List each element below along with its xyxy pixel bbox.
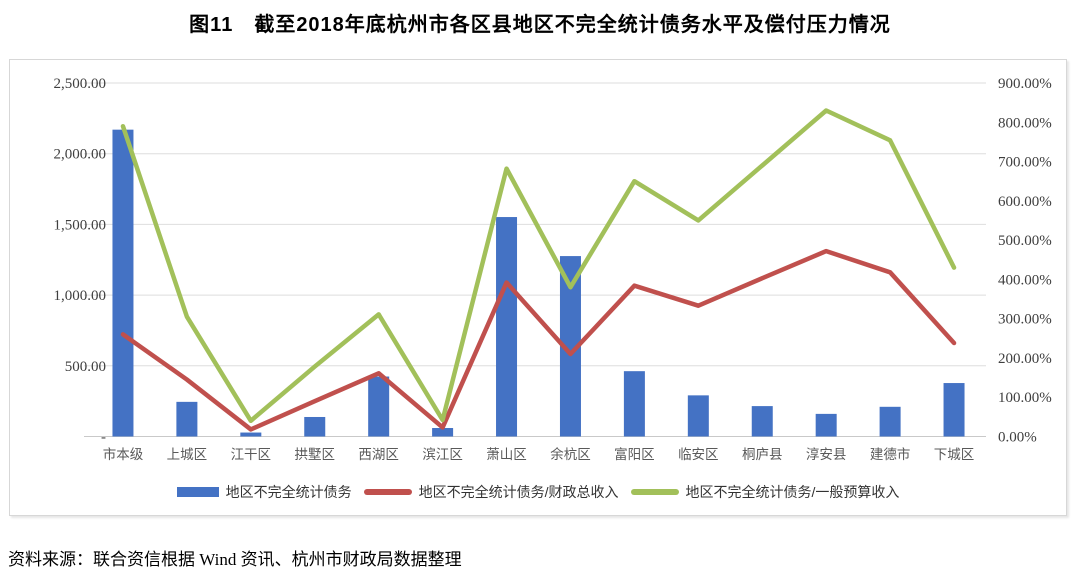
debt-bar-13 [943,383,965,437]
left-axis-tick-label: 1,000.00 [54,288,107,304]
left-axis-tick-label: 500.00 [65,359,106,375]
legend-line-swatch-icon [363,489,412,495]
debt-bar-9 [687,395,709,437]
debt-bar-8 [623,371,645,437]
x-axis-label-5: 滨江区 [422,447,463,462]
debt-bar-2 [240,432,262,437]
left-axis-tick-label: 2,000.00 [54,147,107,163]
legend-label: 地区不完全统计债务/财政总收入 [418,484,619,500]
line-debt-to-total-fiscal-revenue [120,248,957,432]
debt-bar-11 [815,413,837,437]
debt-bar-3 [304,416,326,437]
x-axis-label-11: 淳安县 [806,446,847,462]
x-axis-label-10: 桐庐县 [742,447,783,462]
x-axis-label-7: 余杭区 [550,446,591,462]
x-axis-label-0: 市本级 [103,446,144,462]
debt-bar-0 [112,129,134,437]
right-axis-tick-label: 800.00% [998,115,1052,131]
x-axis-label-3: 拱墅区 [295,447,336,462]
debt-bar-6 [496,217,518,437]
x-axis-label-6: 萧山区 [486,447,527,462]
legend-label: 地区不完全统计债务/一般预算收入 [685,484,900,500]
x-axis-label-12: 建德市 [870,446,911,462]
legend-item-1: 地区不完全统计债务/财政总收入 [363,482,619,502]
right-axis-tick-label: 500.00% [998,233,1052,249]
debt-bar-4 [368,376,390,437]
right-axis-tick-label: 700.00% [998,155,1052,171]
x-axis-label-1: 上城区 [167,447,208,462]
debt-bar-10 [751,406,773,437]
legend-bar-swatch-icon [176,487,219,497]
line-debt-to-general-budget-revenue [120,108,957,424]
right-axis-tick-label: 400.00% [998,272,1052,288]
debt-bar-5 [432,428,454,437]
debt-bar-7 [559,256,581,437]
legend-item-2: 地区不完全统计债务/一般预算收入 [630,482,900,502]
debt-bar-12 [879,406,901,437]
x-axis-label-2: 江干区 [231,447,272,462]
legend-item-0: 地区不完全统计债务 [176,482,352,502]
chart-frame: 2,500.00 2,000.00 1,500.00 1,000.00 500.00 - 9… [9,59,1067,516]
left-axis-tick-label: - [101,430,106,446]
x-axis-label-9: 临安区 [678,447,719,462]
legend-line-swatch-icon [630,489,679,495]
x-axis-label-13: 下城区 [934,447,975,462]
plot-area: 2,500.00 2,000.00 1,500.00 1,000.00 500.00 - 9… [54,76,1052,462]
right-axis-tick-label: 0.00% [998,430,1037,446]
x-axis-label-8: 富阳区 [614,446,655,462]
left-axis-tick-label: 1,500.00 [54,217,107,233]
right-axis-tick-label: 900.00% [998,76,1052,92]
right-axis-tick-label: 300.00% [998,312,1052,328]
right-axis-tick-label: 200.00% [998,351,1052,367]
chart-title: 图11 截至2018年底杭州市各区县地区不完全统计债务水平及偿付压力情况 [189,14,891,36]
right-axis-tick-label: 100.00% [998,390,1052,406]
x-axis-label-4: 西湖区 [358,447,399,462]
left-axis-tick-label: 2,500.00 [54,76,107,92]
source-note: 资料来源：联合资信根据 Wind 资讯、杭州市财政局数据整理 [8,550,462,569]
right-axis-tick-label: 600.00% [998,194,1052,210]
legend-label: 地区不完全统计债务 [225,484,352,500]
debt-bar-1 [176,401,198,437]
chart-legend: 地区不完全统计债务 地区不完全统计债务/财政总收入 地区不完全统计债务/一般预算收入 [10,482,1066,502]
